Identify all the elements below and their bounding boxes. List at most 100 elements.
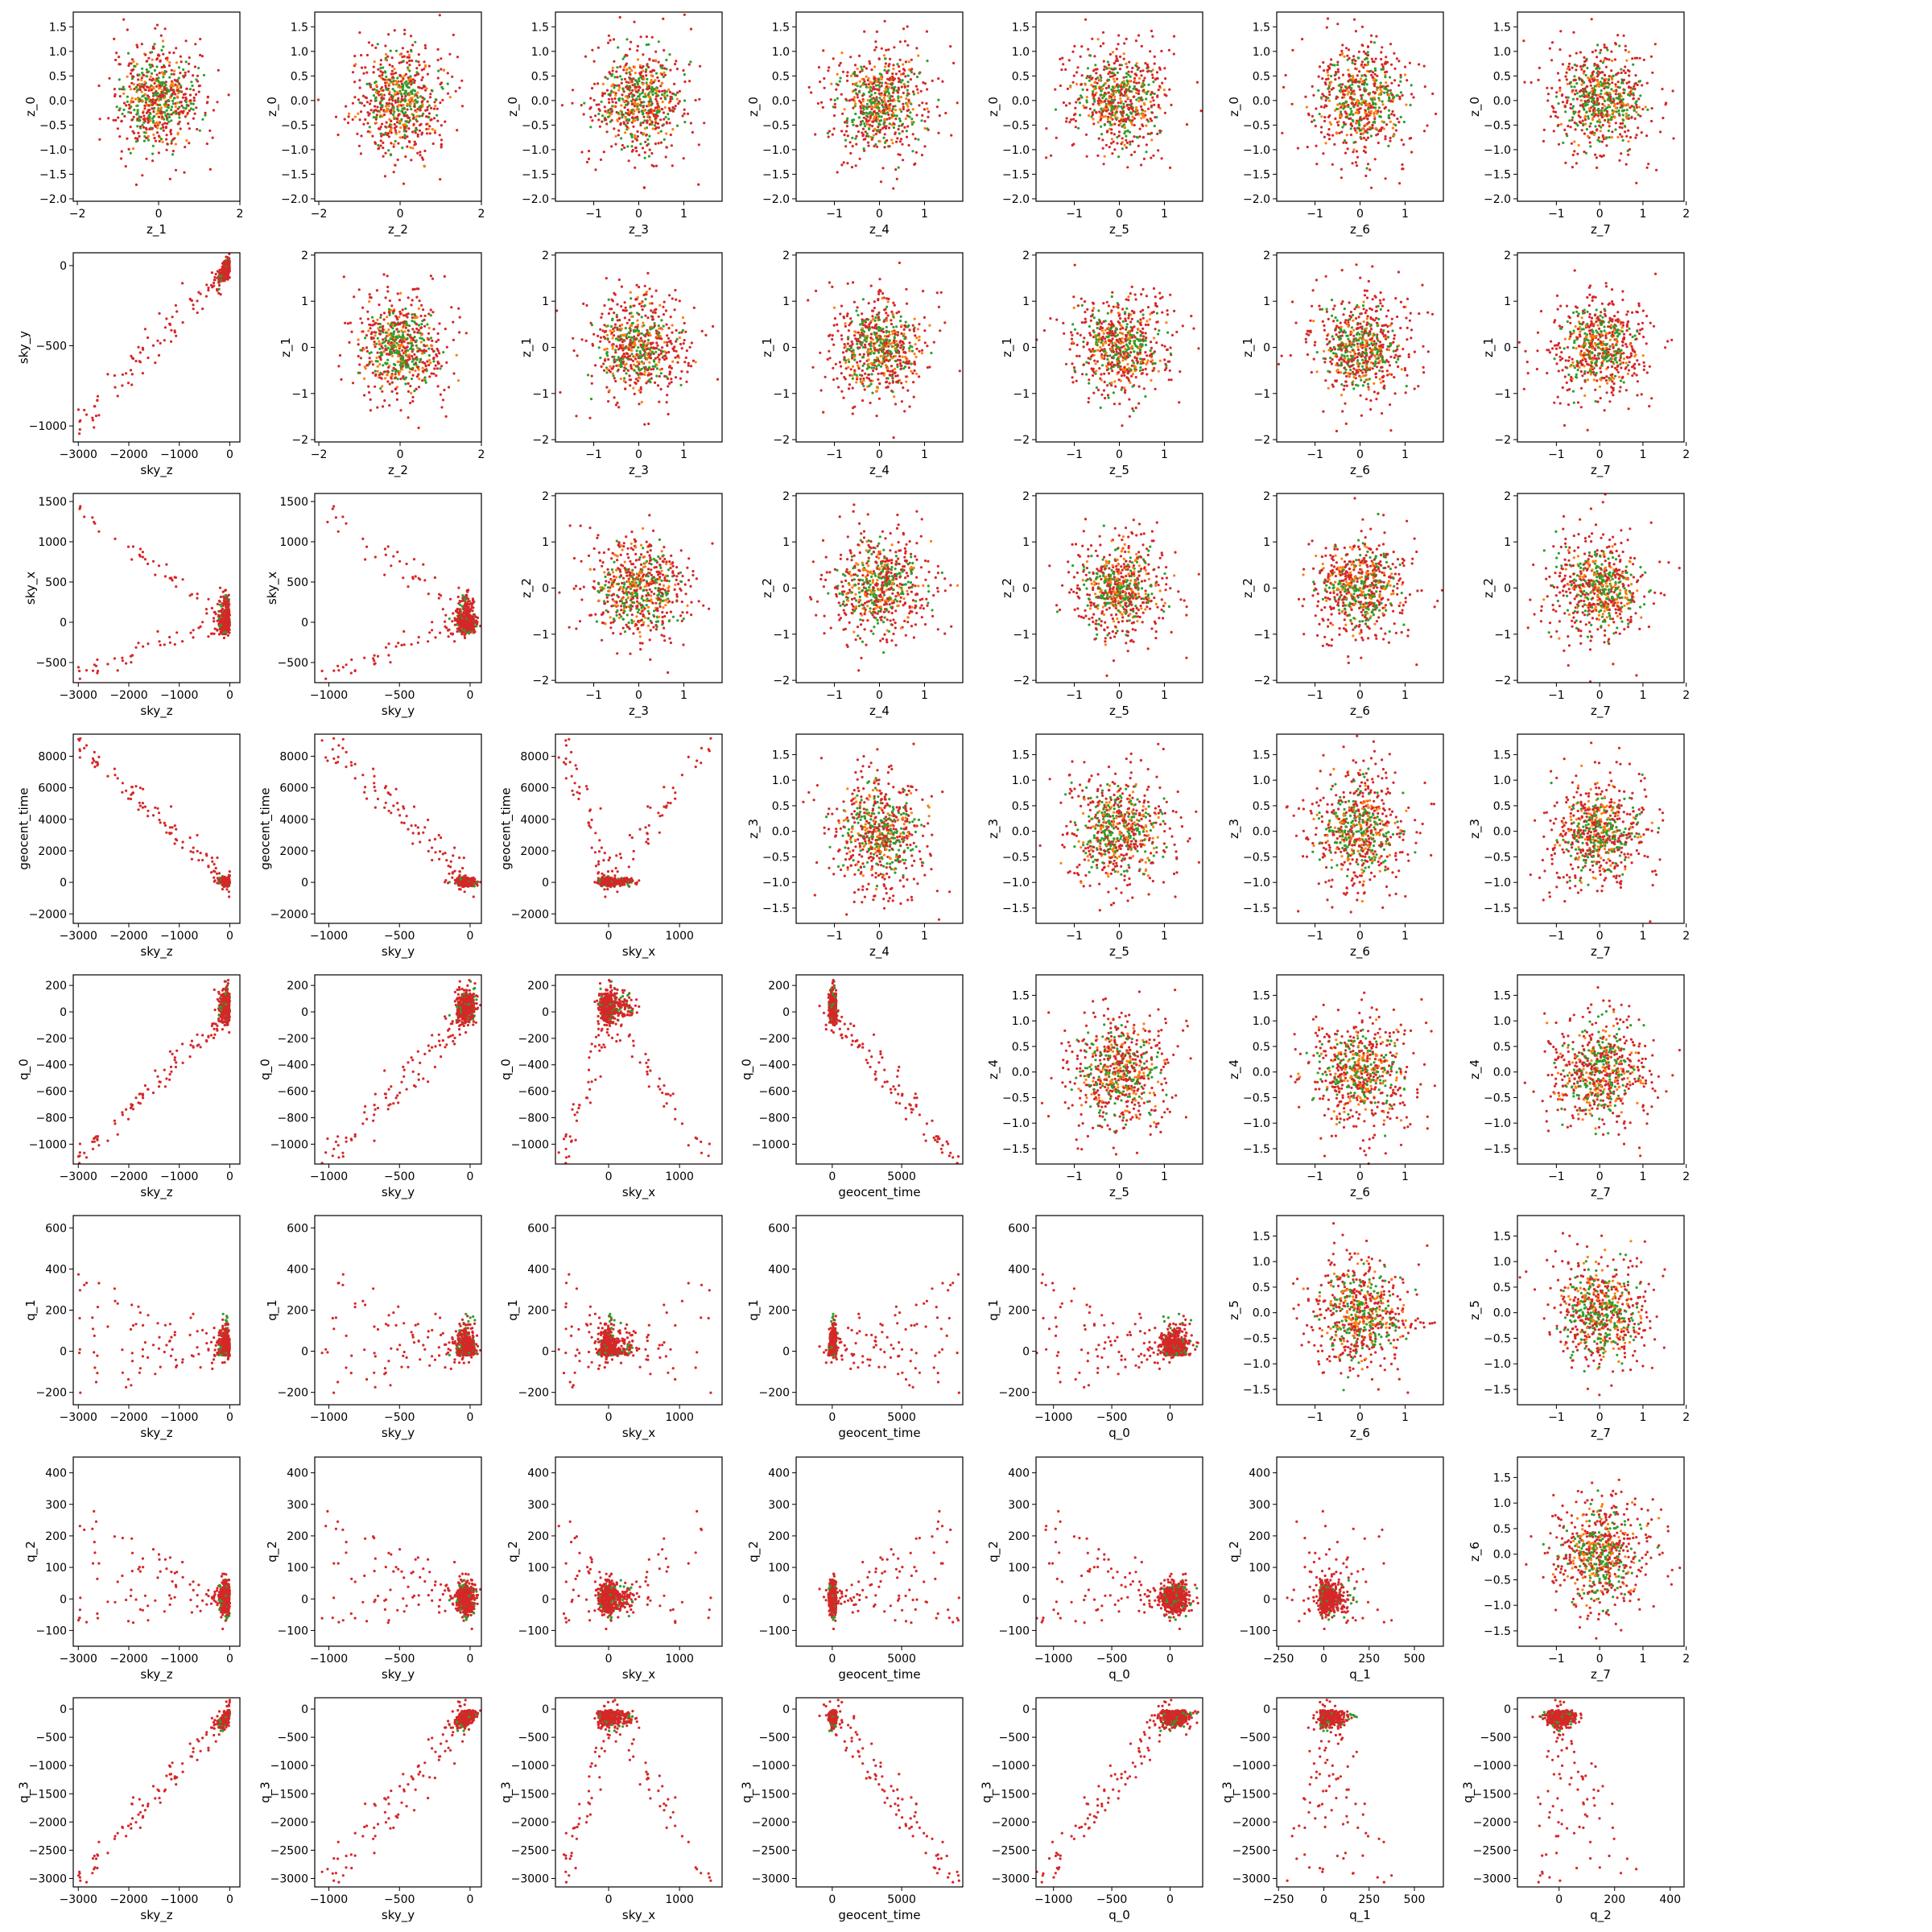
- scatter-point: [93, 522, 96, 525]
- scatter-point: [464, 621, 466, 623]
- y-tick-label: −2000: [270, 908, 308, 921]
- scatter-point: [472, 609, 474, 612]
- scatter-point: [134, 360, 137, 362]
- scatter-point: [444, 614, 447, 617]
- y-tick-label: 2000: [38, 845, 67, 858]
- scatter-point: [434, 636, 436, 638]
- scatter-point: [222, 591, 225, 593]
- scatter-point: [158, 811, 160, 814]
- y-tick-label: 1500: [38, 496, 67, 509]
- scatter-point: [468, 611, 470, 613]
- axes-frame: [315, 493, 481, 683]
- scatter-point: [201, 308, 204, 310]
- scatter-point: [216, 857, 218, 859]
- scatter-point: [342, 666, 345, 668]
- scatter-point: [428, 839, 431, 841]
- scatter-point: [223, 637, 225, 639]
- scatter-point: [225, 602, 227, 605]
- scatter-point: [85, 669, 88, 671]
- scatter-point: [387, 791, 390, 794]
- scatter-point: [457, 884, 460, 886]
- scatter-point: [449, 598, 452, 601]
- scatter-point: [374, 654, 376, 657]
- scatter-point: [229, 621, 231, 624]
- scatter-point: [158, 312, 160, 315]
- scatter-point: [219, 587, 221, 589]
- scatter-point: [142, 788, 144, 791]
- scatter-point: [383, 807, 386, 809]
- scatter-point: [131, 786, 134, 788]
- scatter-point: [142, 555, 144, 558]
- scatter-point: [152, 560, 155, 563]
- scatter-point: [95, 761, 97, 763]
- scatter-point: [106, 663, 109, 665]
- scatter-point: [227, 876, 229, 878]
- scatter-point: [138, 554, 141, 556]
- scatter-point: [85, 744, 88, 746]
- scatter-point: [336, 665, 339, 667]
- scatter-point: [218, 633, 221, 635]
- scatter-point: [464, 611, 466, 613]
- scatter-point: [201, 621, 204, 623]
- scatter-point: [396, 802, 398, 804]
- scatter-point: [214, 279, 217, 281]
- y-axis-label: sky_y: [17, 331, 32, 364]
- scatter-point: [142, 372, 144, 374]
- scatter-point: [461, 597, 464, 599]
- scatter-point: [469, 880, 472, 882]
- scatter-point: [350, 672, 353, 675]
- scatter-point: [336, 761, 339, 763]
- scatter-point: [220, 605, 222, 608]
- panel-sky_y-vs-sky_z: −3000 −2000 −1000 0−1000−5000sky_zsky_y: [17, 253, 241, 478]
- scatter-point: [142, 551, 144, 553]
- scatter-point: [463, 607, 465, 609]
- scatter-point: [452, 633, 454, 635]
- scatter-point: [411, 824, 413, 827]
- scatter-point: [456, 624, 458, 626]
- scatter-point: [447, 630, 449, 632]
- scatter-point: [229, 270, 231, 272]
- scatter-point: [213, 877, 215, 879]
- scatter-point: [142, 646, 144, 648]
- scatter-point: [475, 616, 477, 618]
- scatter-point: [192, 636, 194, 638]
- scatter-point: [448, 617, 451, 620]
- scatter-point: [403, 643, 406, 646]
- x-tick-label: 0: [467, 689, 474, 702]
- scatter-point: [174, 842, 176, 844]
- scatter-point: [170, 329, 172, 332]
- scatter-point: [321, 739, 324, 741]
- scatter-point: [191, 299, 193, 302]
- scatter-point: [407, 828, 409, 831]
- scatter-point: [213, 617, 215, 619]
- scatter-point: [130, 798, 132, 800]
- scatter-point: [189, 850, 192, 852]
- scatter-point: [464, 877, 467, 880]
- scatter-point: [225, 594, 227, 597]
- scatter-point: [165, 832, 167, 834]
- scatter-point: [459, 601, 461, 603]
- scatter-point: [402, 576, 404, 579]
- scatter-point: [210, 633, 213, 635]
- scatter-point: [221, 888, 224, 890]
- scatter-point: [461, 594, 464, 597]
- scatter-point: [470, 623, 473, 625]
- scatter-point: [466, 885, 469, 887]
- scatter-point: [392, 555, 394, 558]
- scatter-point: [192, 851, 194, 853]
- scatter-point: [154, 574, 156, 576]
- scatter-point: [384, 786, 386, 789]
- scatter-point: [130, 383, 133, 386]
- scatter-point: [422, 832, 424, 834]
- scatter-point: [438, 597, 440, 600]
- scatter-point: [383, 574, 386, 576]
- y-tick-label: 8000: [38, 750, 67, 763]
- scatter-point: [210, 284, 213, 287]
- y-tick-label: 0: [301, 877, 308, 890]
- scatter-point: [431, 621, 433, 623]
- scatter-point: [444, 621, 446, 623]
- scatter-point: [196, 834, 198, 836]
- scatter-point: [225, 616, 228, 618]
- scatter-point: [196, 299, 198, 302]
- scatter-point: [354, 777, 357, 779]
